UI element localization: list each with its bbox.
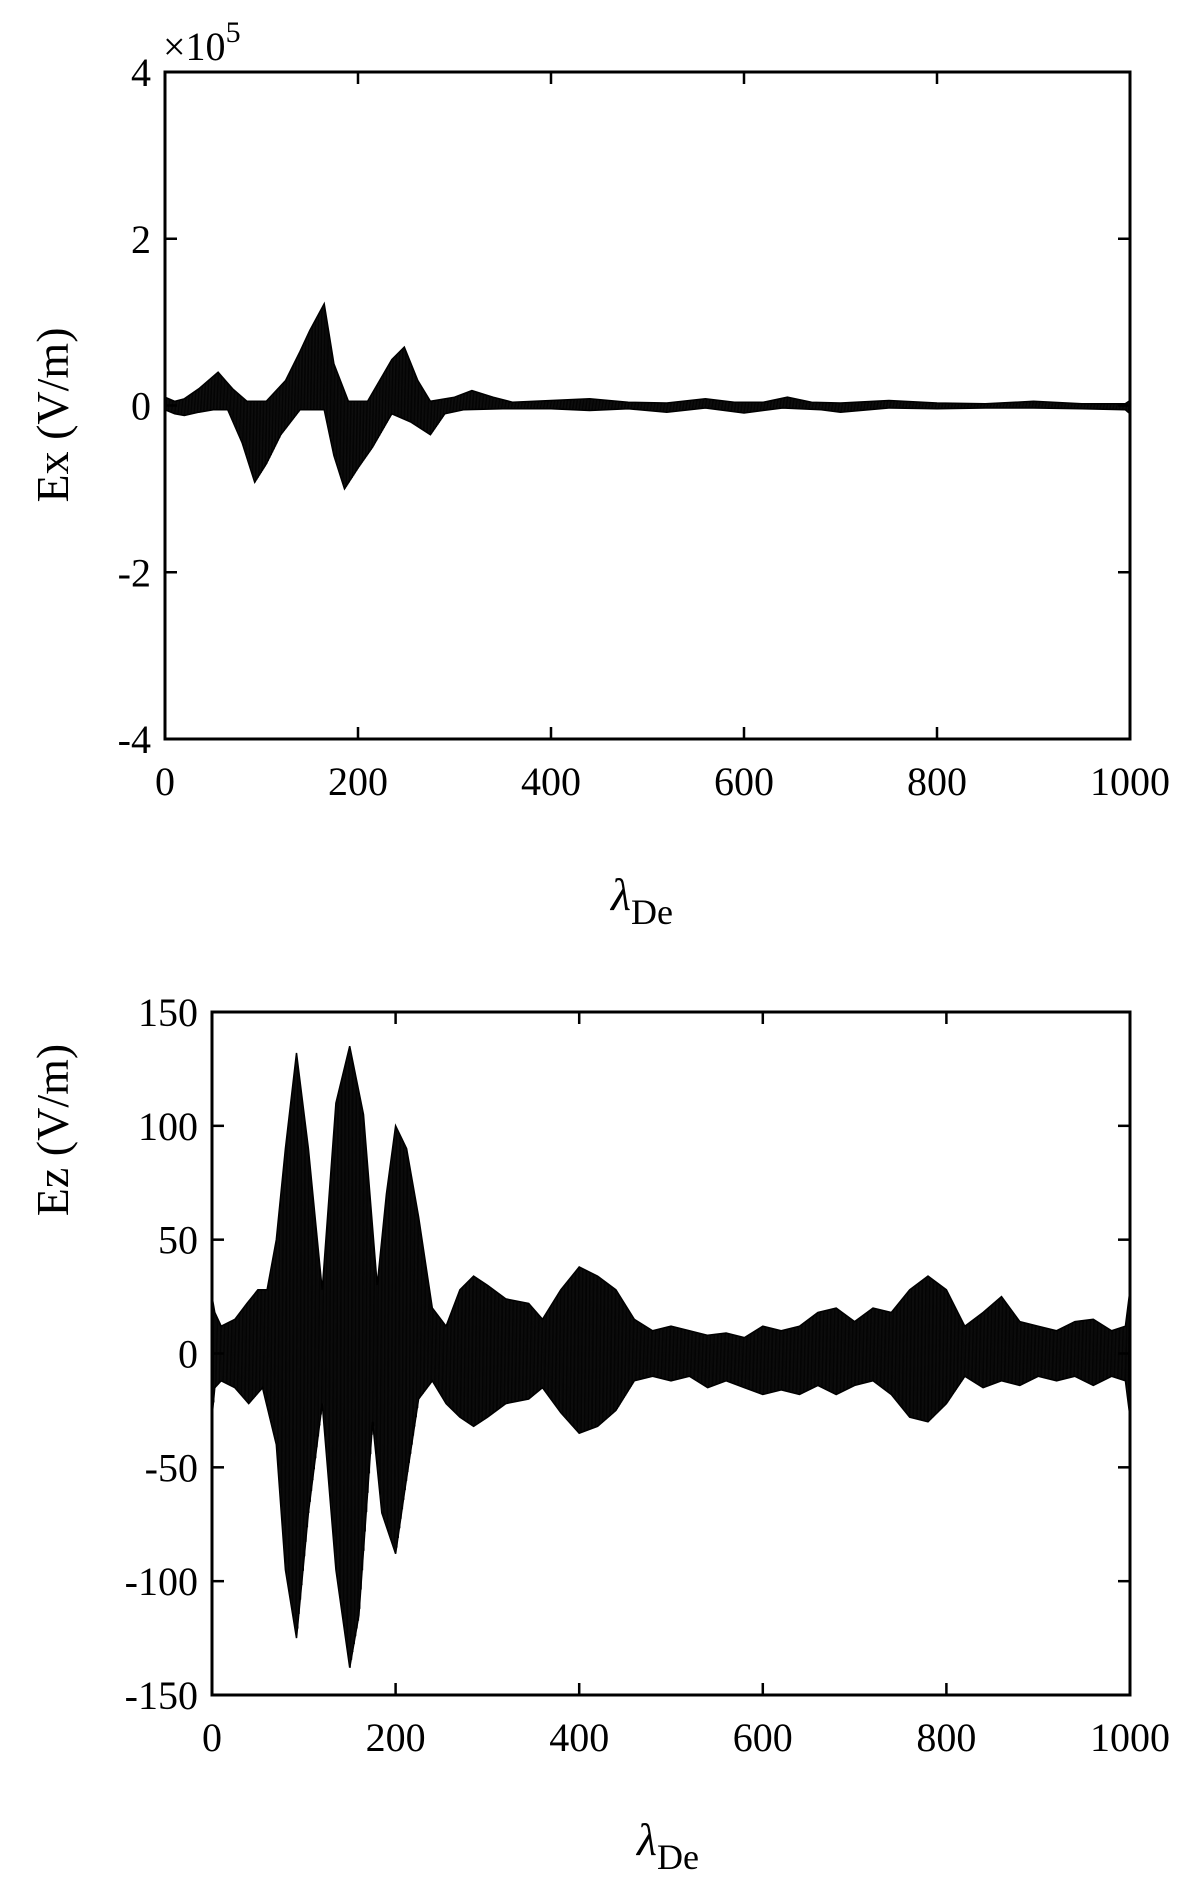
ex-xtick-label: 0 (155, 759, 175, 804)
ex-xtick-layer: 0 200 400 600 800 1000 (155, 72, 1170, 804)
ez-xtick-label: 200 (366, 1715, 426, 1760)
ez-ytick-label: -100 (125, 1559, 198, 1604)
ex-xtick-label: 400 (521, 759, 581, 804)
ex-y-exponent: ×105 (163, 16, 241, 69)
ex-ytick-label: -2 (118, 550, 151, 595)
ex-ytick-label: -4 (118, 717, 151, 762)
ez-xtick-label: 400 (549, 1715, 609, 1760)
ex-xtick-label: 800 (907, 759, 967, 804)
ez-xtick-label: 800 (916, 1715, 976, 1760)
ez-series-layer (211, 1046, 1131, 1668)
ez-ytick-label: -150 (125, 1673, 198, 1718)
ez-x-axis-label: λDe (635, 1814, 699, 1877)
ex-ytick-label: 0 (131, 384, 151, 429)
ez-xtick-label: 1000 (1090, 1715, 1170, 1760)
ex-xtick-label: 600 (714, 759, 774, 804)
ex-ytick-label: 2 (131, 217, 151, 262)
ex-x-axis-label: λDe (609, 869, 673, 932)
ez-y-axis-label: Ez (V/m) (27, 1044, 78, 1216)
ez-ytick-label: 150 (138, 990, 198, 1035)
ez-ytick-label: 50 (158, 1218, 198, 1263)
ex-xtick-label: 200 (328, 759, 388, 804)
ez-xtick-layer: 0 200 400 600 800 1000 (202, 1012, 1170, 1760)
ez-ytick-label: 100 (138, 1104, 198, 1149)
ez-ytick-label: -50 (145, 1445, 198, 1490)
ez-xtick-label: 600 (733, 1715, 793, 1760)
ex-xtick-label: 1000 (1090, 759, 1170, 804)
ex-series-layer (164, 301, 1131, 491)
ex-ytick-label: 4 (131, 50, 151, 95)
ez-panel: 0 200 400 600 800 1000 -150 -100 -50 0 50 100 150 E… (27, 990, 1170, 1877)
ez-xtick-label: 0 (202, 1715, 222, 1760)
ez-ytick-layer: -150 -100 -50 0 50 100 150 (125, 990, 1130, 1718)
ex-y-axis-label: Ex (V/m) (27, 327, 78, 502)
ez-ytick-label: 0 (178, 1332, 198, 1377)
ex-ytick-layer: -4 -2 0 2 4 (118, 50, 1130, 762)
